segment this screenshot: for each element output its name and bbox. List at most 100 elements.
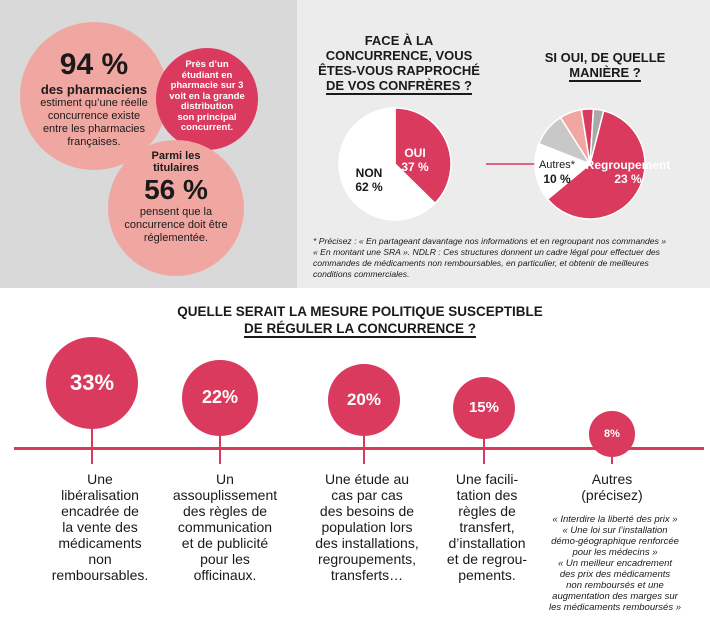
pie-charts (338, 107, 646, 221)
pie1-oui-value: 37 % (401, 160, 429, 174)
autres-quote-line: « Un meilleur encadrement (557, 558, 673, 569)
stat-94-text: estiment qu’une réelle concurrence exist… (22, 97, 166, 149)
pie2-autres-label: Autres* 10 % (532, 158, 582, 186)
autres-quotes: « Interdire la liberté des prix » « Une … (540, 514, 690, 613)
measure-bubble-3: 20% (328, 364, 400, 436)
q1-title-line: DE VOS CONFRÈRES ? (326, 78, 472, 95)
measure-line: remboursables. (51, 567, 149, 583)
stat-94-line: concurrence existe (47, 110, 141, 122)
measure-drop-4 (483, 450, 485, 464)
pie1-slice-non (338, 107, 436, 221)
pie2-slice-darkgrey (589, 108, 605, 165)
footnote-line: « En montant une SRA ». NDLR : Ces struc… (313, 247, 660, 257)
measure-drop-3 (363, 450, 365, 464)
stat-94-circle (20, 22, 168, 170)
q1-title-line: FACE À LA (364, 33, 434, 48)
measure-line: transfert, (459, 519, 515, 535)
q1-title-line: CONCURRENCE, VOUS (325, 48, 473, 63)
autres-quote-line: démo-géographique renforcée (551, 536, 679, 547)
stat-94-value: 94 % (59, 48, 129, 81)
measure-line: des règles de (182, 503, 268, 519)
pie2-autres-name: Autres* (538, 159, 576, 171)
measure-line: population lors (321, 519, 413, 535)
measure-line: communication (177, 519, 273, 535)
measure-stem-3 (363, 435, 365, 447)
stat-56-line: pensent que la (139, 206, 213, 218)
measure-bubble-value: 22% (201, 387, 238, 408)
stat-94-line: françaises. (67, 136, 121, 148)
measure-label-1: Une libéralisation encadrée de la vente … (40, 471, 160, 583)
measure-bubble-4: 15% (452, 376, 515, 439)
pie1-non-label: NON 62 % (344, 166, 394, 194)
measure-label-3: Une étude au cas par cas des besoins de … (302, 471, 432, 583)
stat-94-line: entre les pharmacies (42, 123, 146, 135)
measure-line: Une (87, 471, 113, 487)
measure-line: pour les (200, 551, 250, 567)
stat-56-text: pensent que la concurrence doit être rég… (112, 206, 240, 245)
measure-line: médicaments (58, 535, 142, 551)
pie-maniere (534, 108, 646, 220)
measure-line: pements. (458, 567, 516, 583)
footnote-line: * Précisez : « En partageant davantage n… (313, 236, 667, 246)
measure-bubble-1: 33% (46, 337, 138, 429)
measure-line: transferts… (330, 567, 404, 583)
bubble-line: voit en la grande (169, 90, 245, 102)
stat-94-line: estiment qu’une réelle (40, 97, 148, 109)
stat-56-line: concurrence doit être (124, 219, 228, 231)
measure-line: des besoins de (319, 503, 415, 519)
q3-title: QUELLE SERAIT LA MESURE POLITIQUE SUSCEP… (130, 303, 590, 338)
measure-line: regroupements, (317, 551, 417, 567)
measure-line: Un (216, 471, 234, 487)
bubble-line: son principal (177, 111, 237, 123)
measure-line: Une facili- (455, 471, 519, 487)
stat-94-subject: des pharmaciens (40, 82, 148, 97)
footnote: * Précisez : « En partageant davantage n… (313, 236, 703, 280)
autres-quote-line: augmentation des marges sur (552, 591, 678, 602)
measure-drop-5 (611, 450, 613, 464)
q2-title-line: MANIÈRE ? (569, 65, 641, 82)
measure-label-4: Une facili- tation des règles de transfe… (434, 471, 540, 583)
student-bubble (156, 48, 258, 150)
autres-quote-line: non remboursés et une (566, 580, 664, 591)
autres-quote-line: pour les médecins » (572, 547, 658, 558)
measure-line: cas par cas (331, 487, 403, 503)
pie1-non-value: 62 % (355, 180, 383, 194)
measure-line: et de regrou- (446, 551, 528, 567)
measure-stem-2 (219, 435, 221, 447)
measure-bubble-value: 8% (604, 427, 620, 440)
stat-56-line: réglementée. (143, 232, 209, 244)
measure-line: tation des (456, 487, 518, 503)
pie1-slice-oui (394, 107, 452, 205)
stat-56-intro-line: titulaires (153, 162, 199, 174)
measure-bubble-value: 33% (69, 370, 115, 395)
pie2-regroupement-label: Regroupement 23 % (578, 158, 678, 186)
bubble-line: étudiant en (181, 69, 233, 81)
stat-56-intro-line: Parmi les (151, 150, 201, 162)
measure-bubble-value: 20% (346, 389, 381, 409)
measure-line: la vente des (62, 519, 138, 535)
timeline-axis (14, 447, 704, 450)
measure-line: non (88, 551, 112, 567)
pie1-non-name: NON (355, 166, 383, 180)
measure-line: règles de (458, 503, 516, 519)
bubble-line: concurrent. (180, 122, 234, 133)
pie2-autres-value: 10 % (543, 172, 571, 186)
measure-line: d’installation (448, 535, 526, 551)
measure-line: officinaux. (193, 567, 257, 583)
pie2-slice-regroupement (546, 109, 646, 220)
student-bubble-text: Près d’un étudiant en pharmacie sur 3 vo… (160, 59, 254, 134)
q2-title: SI OUI, DE QUELLE MANIÈRE ? (510, 50, 700, 82)
q3-title-line: DE RÉGULER LA CONCURRENCE ? (243, 321, 476, 338)
measure-line: Autres (591, 471, 633, 487)
pie2-regroupement-value: 23 % (614, 172, 642, 186)
measure-line: libéralisation (61, 487, 139, 503)
stat-56-circle (108, 140, 244, 276)
measure-line: et de publicité (181, 535, 269, 551)
measure-drop-2 (219, 450, 221, 464)
measure-line: Une étude au (324, 471, 410, 487)
measure-label-5: Autres (précisez) (556, 471, 668, 503)
measure-drop-1 (91, 450, 93, 464)
stat-56-block: Parmi les titulaires 56 % pensent que la… (112, 150, 240, 245)
pie1-oui-label: OUI 37 % (390, 146, 440, 174)
stat-56-value: 56 % (144, 174, 208, 205)
